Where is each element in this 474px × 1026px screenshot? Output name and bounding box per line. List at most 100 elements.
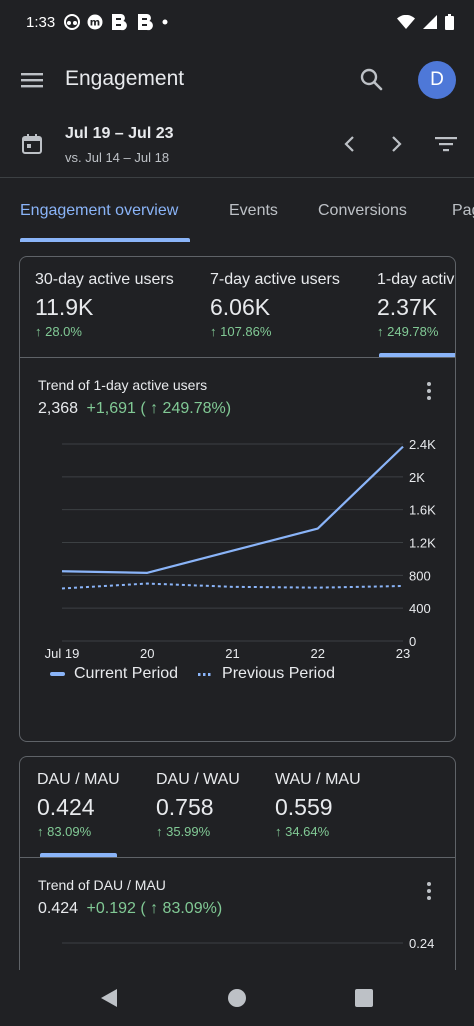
date-selector: Jul 19 – Jul 23 vs. Jul 14 – Jul 18 [0,118,474,176]
search-icon [360,68,383,91]
metric-change: ↑ 83.09% [37,824,92,839]
x-tick-label: 20 [140,646,154,661]
metric-7-day-active-users[interactable]: 7-day active users 6.06K ↑ 107.86% [210,271,340,339]
metric-label: 1-day activ [377,271,455,288]
previous-period-line [61,582,404,590]
svg-text:m: m [90,18,100,29]
legend-current-period: Current Period [50,665,178,683]
x-tick-label: 23 [396,646,410,661]
back-triangle-icon [101,989,117,1007]
back-button[interactable] [99,987,119,1014]
metric-value: 11.9K [35,294,94,320]
legend-solid-swatch [50,672,65,676]
trend-summary: 2,368 +1,691 ( ↑ 249.78%) [38,400,231,418]
tab-conversions[interactable]: Conversions [318,202,407,219]
metric-label: 7-day active users [210,271,340,288]
status-bar: 1:33 m [0,0,474,44]
status-time: 1:33 [26,13,56,31]
date-range[interactable]: Jul 19 – Jul 23 [65,125,174,142]
app-bar: Engagement D [0,52,474,108]
menu-button[interactable] [18,66,46,94]
system-nav-bar [0,970,474,1026]
card-divider [20,857,455,858]
x-tick-label: 21 [225,646,239,661]
y-tick-label: 2.4K [409,437,436,452]
chevron-left-icon [344,136,354,152]
more-vert-icon [427,882,431,900]
metric-change: ↑ 34.64% [275,824,330,839]
more-vert-icon [427,382,431,400]
metric-label: DAU / WAU [156,771,240,788]
page-title: Engagement [65,67,185,90]
chart-more-options-button[interactable] [417,379,441,403]
y-tick-label: 1.6K [409,503,436,518]
user-stickiness-card: DAU / MAU 0.424 ↑ 83.09% DAU / WAU 0.758… [19,756,456,996]
metric-value: 0.559 [275,794,333,820]
trend-title: Trend of DAU / MAU [38,877,166,893]
avatar[interactable]: D [418,61,456,99]
signal-icon [423,15,437,29]
b-logo-icon [109,12,129,32]
trend-summary: 0.424 +0.192 ( ↑ 83.09%) [38,900,222,918]
y-tick-label: 0.24 [409,936,434,951]
search-button[interactable] [358,66,386,94]
chart-legend: Current Period Previous Period [50,665,355,683]
active-users-card: 30-day active users 11.9K ↑ 28.0% 7-day … [19,256,456,742]
metric-label: WAU / MAU [275,771,361,788]
chevron-right-icon [392,136,402,152]
y-tick-label: 400 [409,601,431,616]
metric-wau-mau[interactable]: WAU / MAU 0.559 ↑ 34.64% [275,771,361,839]
card-divider [20,357,455,358]
trend-delta: +0.192 ( ↑ 83.09%) [86,900,223,917]
tab-bar: Engagement overview Events Conversions P… [0,178,474,244]
m-badge-icon: m [87,14,103,30]
header-divider [0,177,474,178]
home-button[interactable] [228,989,246,1007]
y-tick-label: 2K [409,470,425,485]
b-logo-icon [135,12,155,32]
metric-change: ↑ 35.99% [156,824,211,839]
y-tick-label: 1.2K [409,536,436,551]
metric-value: 2.37K [377,294,438,320]
legend-current-label: Current Period [74,665,179,682]
legend-previous-period: Previous Period [198,665,335,683]
legend-dotted-swatch [198,672,214,676]
tab-engagement-overview[interactable]: Engagement overview [20,202,179,219]
chart-more-options-button[interactable] [417,879,441,903]
metric-dau-mau[interactable]: DAU / MAU 0.424 ↑ 83.09% [37,771,120,839]
metric-1-day-active-users[interactable]: 1-day activ 2.37K ↑ 249.78% [377,271,454,339]
calendar-icon[interactable] [20,132,44,161]
metric-30-day-active-users[interactable]: 30-day active users 11.9K ↑ 28.0% [35,271,174,339]
y-tick-label: 800 [409,568,431,583]
recents-button[interactable] [355,989,373,1007]
next-period-button[interactable] [384,132,408,161]
hamburger-menu-icon [21,73,43,88]
metric-change: ↑ 28.0% [35,324,82,339]
dot-icon [161,18,169,26]
metric-change: ↑ 107.86% [210,324,272,339]
metric-value: 0.424 [37,794,95,820]
metric-dau-wau[interactable]: DAU / WAU 0.758 ↑ 35.99% [156,771,240,839]
date-comparison: vs. Jul 14 – Jul 18 [65,150,170,165]
trend-delta: +1,691 ( ↑ 249.78%) [86,400,232,417]
x-tick-label: Jul 19 [45,646,80,661]
metric-value: 6.06K [210,294,271,320]
active-tab-indicator [20,238,190,242]
wifi-icon [397,15,415,29]
tab-events[interactable]: Events [229,202,278,219]
headphones-icon [63,14,81,30]
x-tick-label: 22 [311,646,325,661]
selected-metric-indicator [379,353,455,357]
trend-value: 0.424 [38,900,79,917]
tab-pages[interactable]: Pag [452,202,474,219]
trend-value: 2,368 [38,400,79,417]
legend-previous-label: Previous Period [222,665,335,682]
trend-title: Trend of 1-day active users [38,377,208,393]
filter-button[interactable] [433,132,459,161]
dau-mau-chart-partial: 0.24 [62,936,434,951]
battery-icon [445,14,454,30]
y-tick-label: 0 [409,634,416,649]
metric-change: ↑ 249.78% [377,324,439,339]
metric-label: 30-day active users [35,271,174,288]
previous-period-button[interactable] [338,132,362,161]
